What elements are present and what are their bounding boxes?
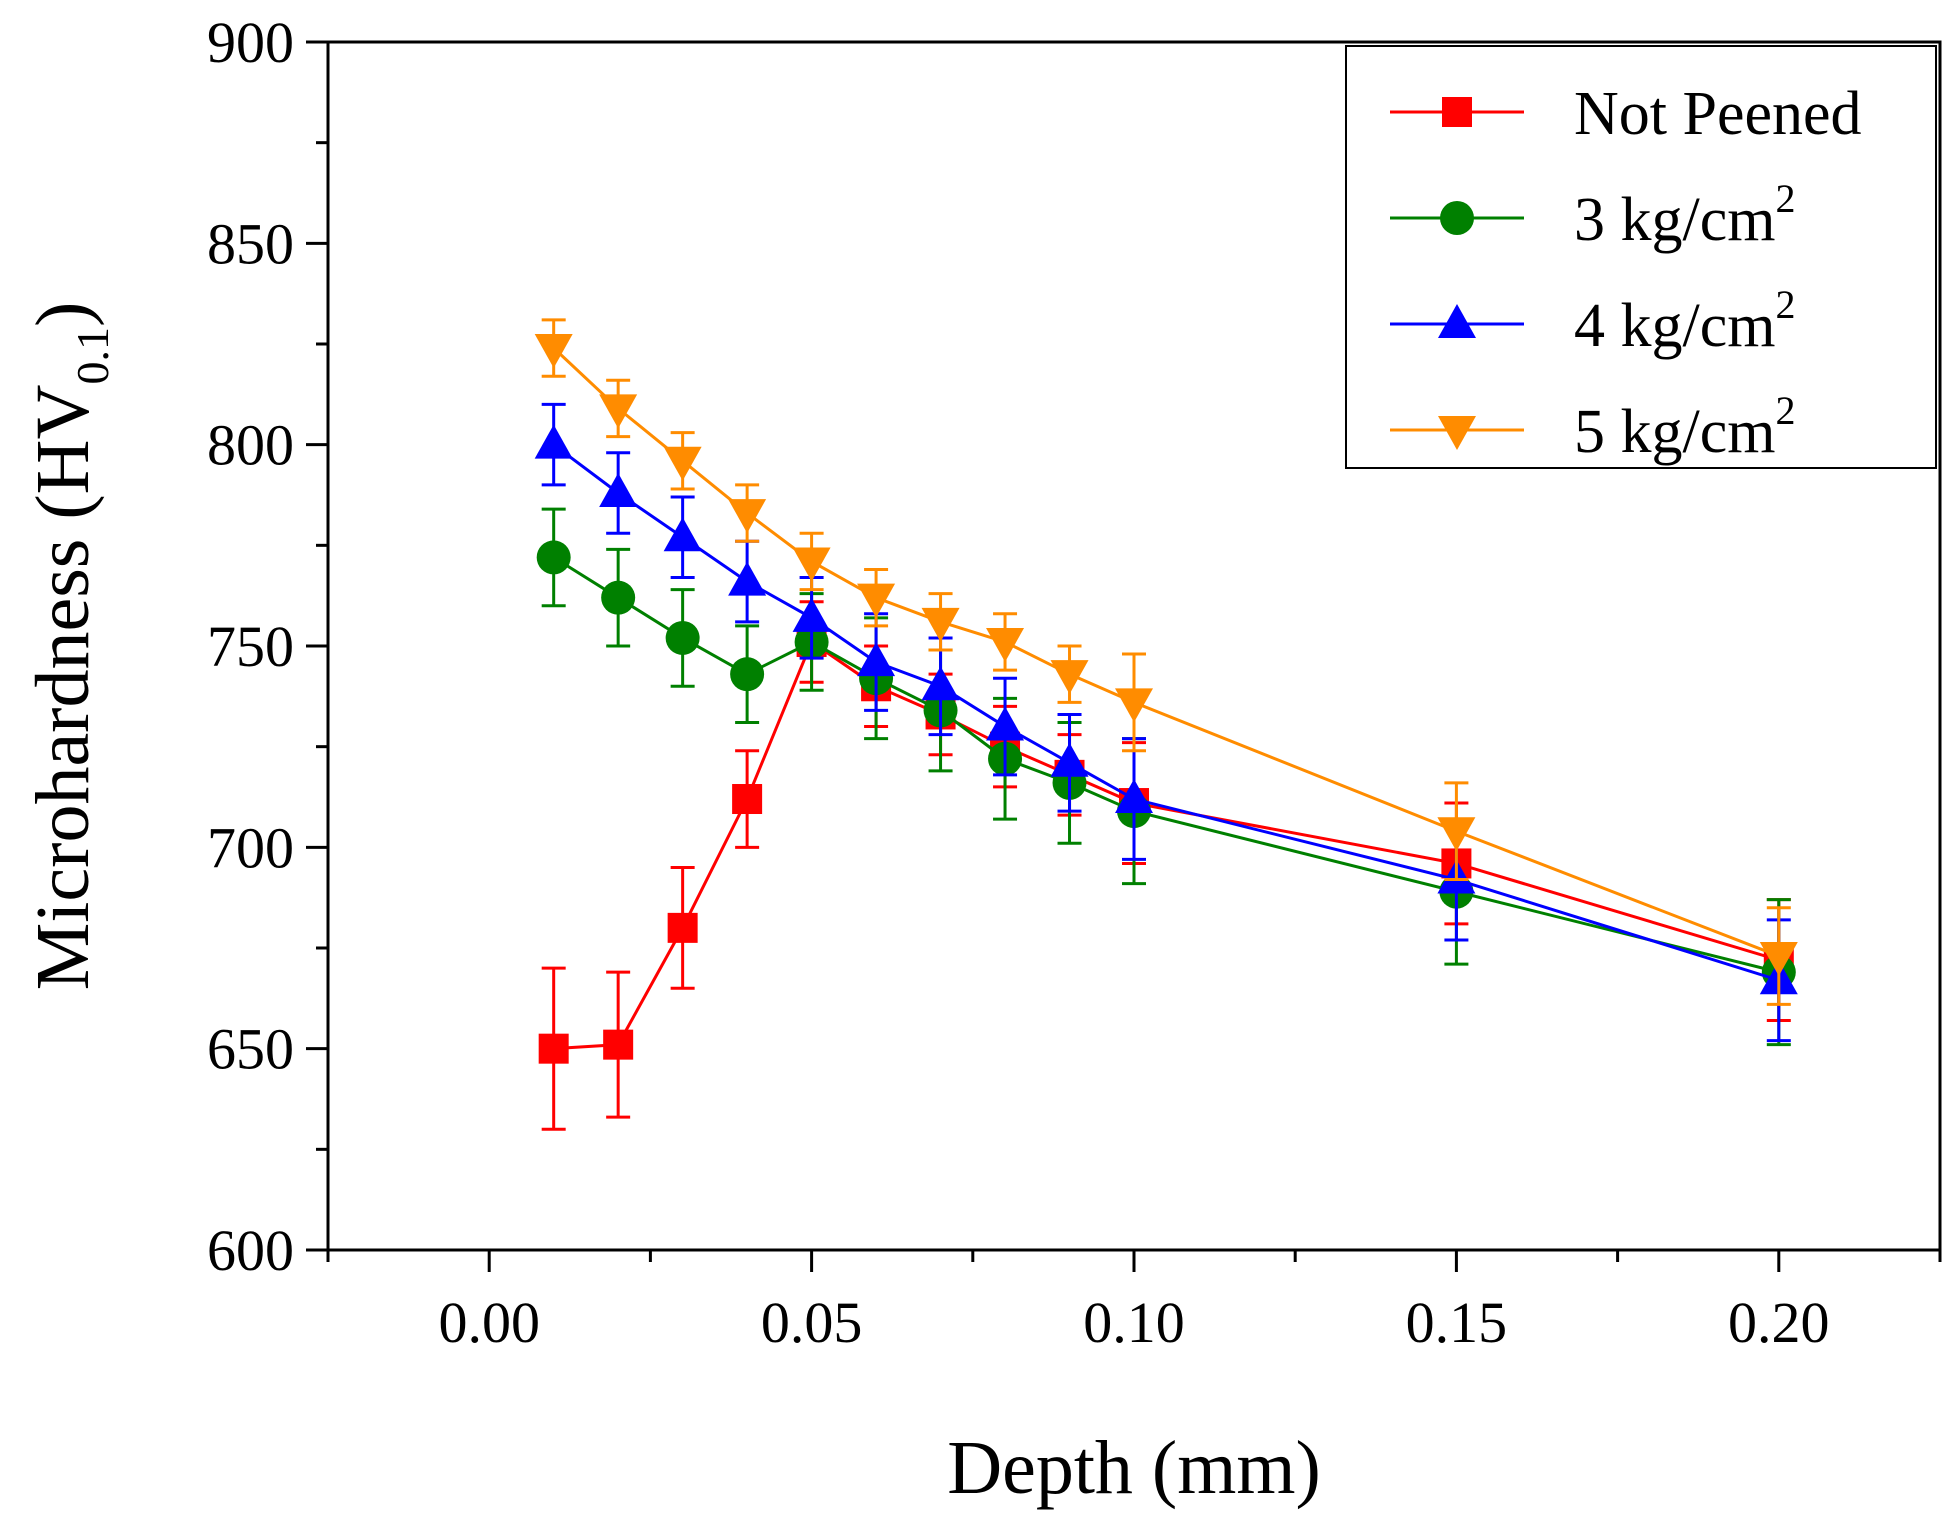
y-axis-title-subscript: 0.1 bbox=[67, 327, 118, 385]
legend-label-superscript: 2 bbox=[1775, 176, 1795, 221]
legend-label-superscript: 2 bbox=[1775, 388, 1795, 433]
data-point bbox=[601, 580, 636, 615]
y-tick-label: 700 bbox=[207, 815, 294, 880]
legend-label: 3 kg/cm2 bbox=[1574, 176, 1795, 254]
y-tick-label: 750 bbox=[207, 614, 294, 679]
legend-entry-4: 5 kg/cm2 bbox=[1390, 388, 1795, 466]
y-axis-title-close: ) bbox=[21, 302, 105, 327]
data-point bbox=[921, 607, 960, 642]
data-point bbox=[599, 472, 638, 507]
data-point bbox=[730, 657, 765, 692]
x-tick-label: 0.05 bbox=[761, 1290, 863, 1355]
legend-label: Not Peened bbox=[1574, 80, 1862, 148]
data-point bbox=[603, 1029, 634, 1060]
data-point bbox=[986, 706, 1025, 741]
data-point bbox=[534, 334, 573, 369]
y-tick-label: 800 bbox=[207, 413, 294, 478]
series-line bbox=[552, 443, 1780, 982]
legend-label-main: 4 kg/cm bbox=[1574, 292, 1775, 360]
legend-label: 4 kg/cm2 bbox=[1574, 282, 1795, 360]
data-point bbox=[1050, 742, 1089, 777]
x-tick-label: 0.00 bbox=[438, 1290, 540, 1355]
data-point bbox=[792, 597, 831, 632]
data-point bbox=[538, 1033, 569, 1064]
legend-label-superscript: 2 bbox=[1775, 282, 1795, 327]
legend-marker bbox=[1442, 97, 1472, 127]
data-point bbox=[1437, 817, 1476, 852]
legend-label-main: 3 kg/cm bbox=[1574, 186, 1775, 254]
data-point bbox=[857, 642, 896, 677]
data-point bbox=[857, 583, 896, 618]
x-tick-label: 0.20 bbox=[1728, 1290, 1830, 1355]
data-point bbox=[534, 424, 573, 459]
data-point bbox=[728, 499, 767, 534]
legend-marker bbox=[1438, 304, 1476, 338]
series-4 bbox=[534, 318, 1798, 1006]
legend-label-main: 5 kg/cm bbox=[1574, 398, 1775, 466]
y-tick-label: 600 bbox=[207, 1218, 294, 1283]
data-point bbox=[599, 394, 638, 429]
data-point bbox=[1759, 942, 1798, 977]
plot-series bbox=[534, 318, 1798, 1131]
data-point bbox=[663, 517, 702, 552]
data-point bbox=[1050, 660, 1089, 695]
y-tick-label: 650 bbox=[207, 1017, 294, 1082]
data-point bbox=[536, 540, 571, 575]
data-point bbox=[665, 620, 700, 655]
y-axis-title: Microhardness (HV0.1) bbox=[21, 302, 118, 991]
legend-marker bbox=[1440, 201, 1474, 235]
axis-ticks: 0.00 0.05 0.10 0.15 0.20 600 650 700 750 800 850 90… bbox=[207, 10, 1942, 1355]
data-point bbox=[1115, 779, 1153, 814]
legend-entry-2: 3 kg/cm2 bbox=[1390, 176, 1795, 254]
y-axis-title-main: Microhardness (HV bbox=[21, 384, 105, 990]
data-point bbox=[921, 666, 960, 701]
data-point bbox=[663, 446, 702, 481]
y-tick-label: 900 bbox=[207, 10, 294, 75]
data-point bbox=[986, 627, 1025, 662]
data-point bbox=[732, 784, 763, 815]
legend-label: 5 kg/cm2 bbox=[1574, 388, 1795, 466]
y-tick-label: 850 bbox=[207, 211, 294, 276]
legend-marker bbox=[1438, 416, 1476, 450]
legend-entry-3: 4 kg/cm2 bbox=[1390, 282, 1795, 360]
data-point bbox=[1115, 688, 1153, 723]
x-tick-label: 0.15 bbox=[1406, 1290, 1508, 1355]
data-point bbox=[728, 561, 767, 596]
data-point bbox=[792, 547, 831, 582]
x-tick-label: 0.10 bbox=[1083, 1290, 1185, 1355]
legend-label-main: Not Peened bbox=[1574, 80, 1862, 148]
data-point bbox=[667, 912, 698, 943]
legend-entry-1: Not Peened bbox=[1390, 80, 1862, 148]
x-axis-title: Depth (mm) bbox=[947, 1426, 1321, 1510]
plot-frame bbox=[326, 40, 1942, 1252]
